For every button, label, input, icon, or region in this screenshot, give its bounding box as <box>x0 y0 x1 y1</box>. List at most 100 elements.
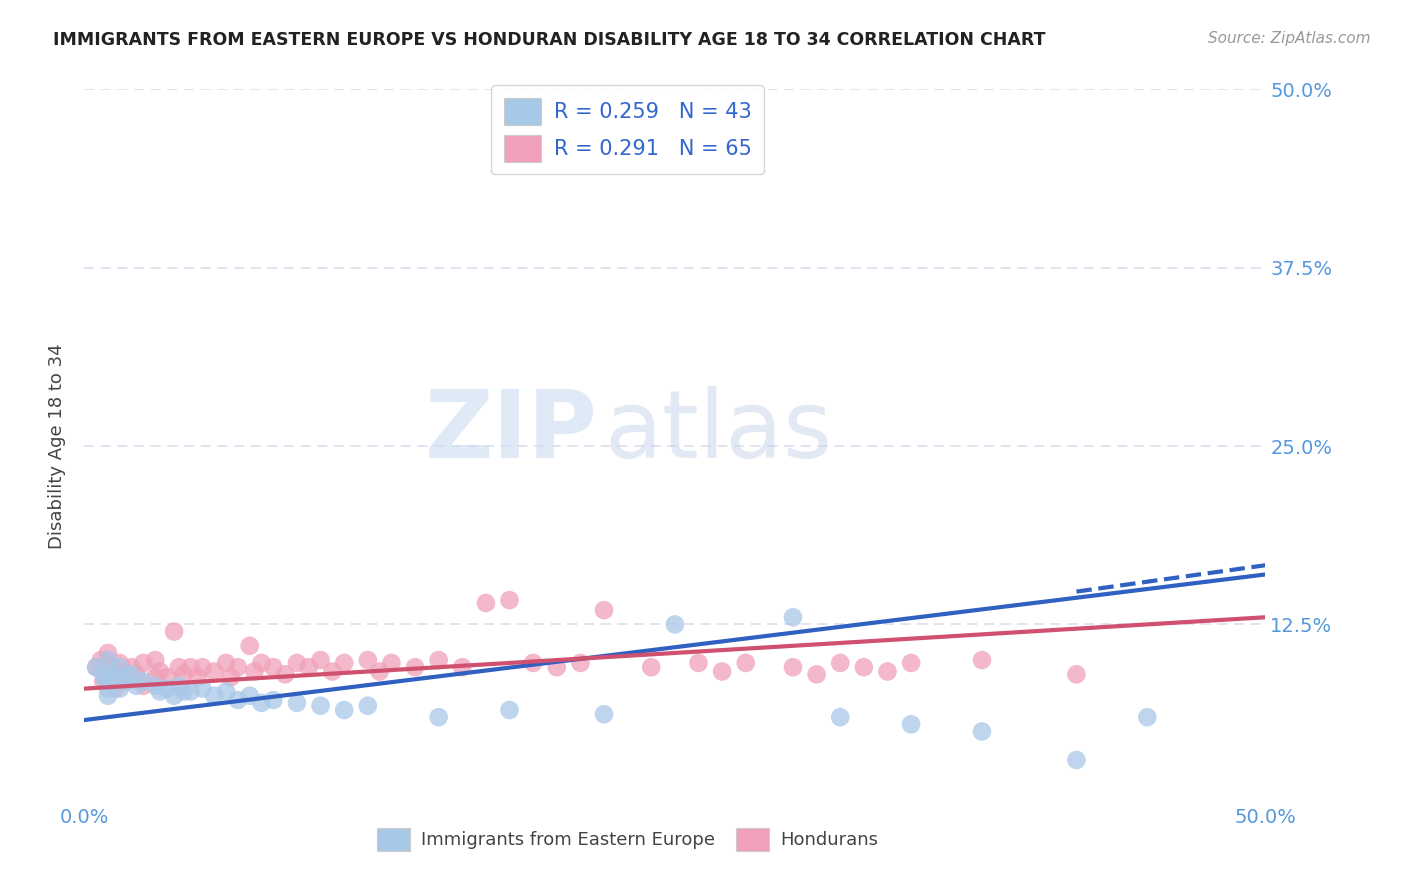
Point <box>640 660 662 674</box>
Point <box>711 665 734 679</box>
Point <box>900 656 922 670</box>
Point <box>782 610 804 624</box>
Point <box>125 667 148 681</box>
Point <box>180 660 202 674</box>
Point <box>202 689 225 703</box>
Point <box>970 653 993 667</box>
Text: ZIP: ZIP <box>425 385 598 478</box>
Point <box>380 656 402 670</box>
Point <box>91 674 114 689</box>
Point <box>115 670 138 684</box>
Point <box>333 656 356 670</box>
Text: atlas: atlas <box>605 385 832 478</box>
Point <box>149 665 172 679</box>
Point <box>143 653 166 667</box>
Point <box>309 698 332 713</box>
Point <box>404 660 426 674</box>
Point <box>262 660 284 674</box>
Point <box>132 679 155 693</box>
Point <box>97 667 120 681</box>
Point <box>149 684 172 698</box>
Point <box>215 656 238 670</box>
Point <box>970 724 993 739</box>
Point <box>239 639 262 653</box>
Point <box>546 660 568 674</box>
Point <box>593 707 616 722</box>
Point <box>262 693 284 707</box>
Point <box>664 617 686 632</box>
Point <box>167 679 190 693</box>
Point <box>427 710 450 724</box>
Point <box>104 674 127 689</box>
Point <box>688 656 710 670</box>
Point <box>163 624 186 639</box>
Point <box>1372 503 1395 517</box>
Point <box>108 660 131 674</box>
Legend: Immigrants from Eastern Europe, Hondurans: Immigrants from Eastern Europe, Honduran… <box>370 821 884 858</box>
Point <box>84 660 107 674</box>
Point <box>167 660 190 674</box>
Point <box>250 656 273 670</box>
Point <box>108 681 131 696</box>
Point <box>852 660 875 674</box>
Point <box>498 703 520 717</box>
Point <box>1066 753 1088 767</box>
Point <box>830 710 852 724</box>
Point <box>143 670 166 684</box>
Point <box>156 670 179 684</box>
Point <box>298 660 321 674</box>
Point <box>569 656 592 670</box>
Point <box>806 667 828 681</box>
Point <box>368 665 391 679</box>
Point <box>219 670 242 684</box>
Point <box>285 656 308 670</box>
Point <box>1136 710 1159 724</box>
Point <box>876 665 898 679</box>
Point <box>104 681 127 696</box>
Point <box>202 665 225 679</box>
Text: Source: ZipAtlas.com: Source: ZipAtlas.com <box>1208 31 1371 46</box>
Point <box>108 670 131 684</box>
Point <box>498 593 520 607</box>
Point <box>97 689 120 703</box>
Point <box>321 665 343 679</box>
Point <box>250 696 273 710</box>
Point <box>900 717 922 731</box>
Point <box>132 674 155 689</box>
Point <box>226 660 249 674</box>
Point <box>115 674 138 689</box>
Point <box>734 656 756 670</box>
Point <box>215 684 238 698</box>
Point <box>274 667 297 681</box>
Point <box>97 653 120 667</box>
Point <box>239 689 262 703</box>
Point <box>309 653 332 667</box>
Y-axis label: Disability Age 18 to 34: Disability Age 18 to 34 <box>48 343 66 549</box>
Point <box>226 693 249 707</box>
Point <box>91 667 114 681</box>
Point <box>101 660 124 674</box>
Point <box>90 653 112 667</box>
Point <box>173 684 195 698</box>
Point <box>357 698 380 713</box>
Point <box>114 665 136 679</box>
Point <box>1066 667 1088 681</box>
Point <box>782 660 804 674</box>
Point <box>285 696 308 710</box>
Point <box>243 665 266 679</box>
Point <box>333 703 356 717</box>
Point <box>451 660 474 674</box>
Point <box>84 660 107 674</box>
Point <box>101 667 124 681</box>
Point <box>180 684 202 698</box>
Text: IMMIGRANTS FROM EASTERN EUROPE VS HONDURAN DISABILITY AGE 18 TO 34 CORRELATION C: IMMIGRANTS FROM EASTERN EUROPE VS HONDUR… <box>53 31 1046 49</box>
Point <box>357 653 380 667</box>
Point <box>94 674 117 689</box>
Point <box>427 653 450 667</box>
Point <box>191 681 214 696</box>
Point <box>187 670 209 684</box>
Point <box>125 679 148 693</box>
Point <box>121 660 143 674</box>
Point <box>475 596 498 610</box>
Point <box>191 660 214 674</box>
